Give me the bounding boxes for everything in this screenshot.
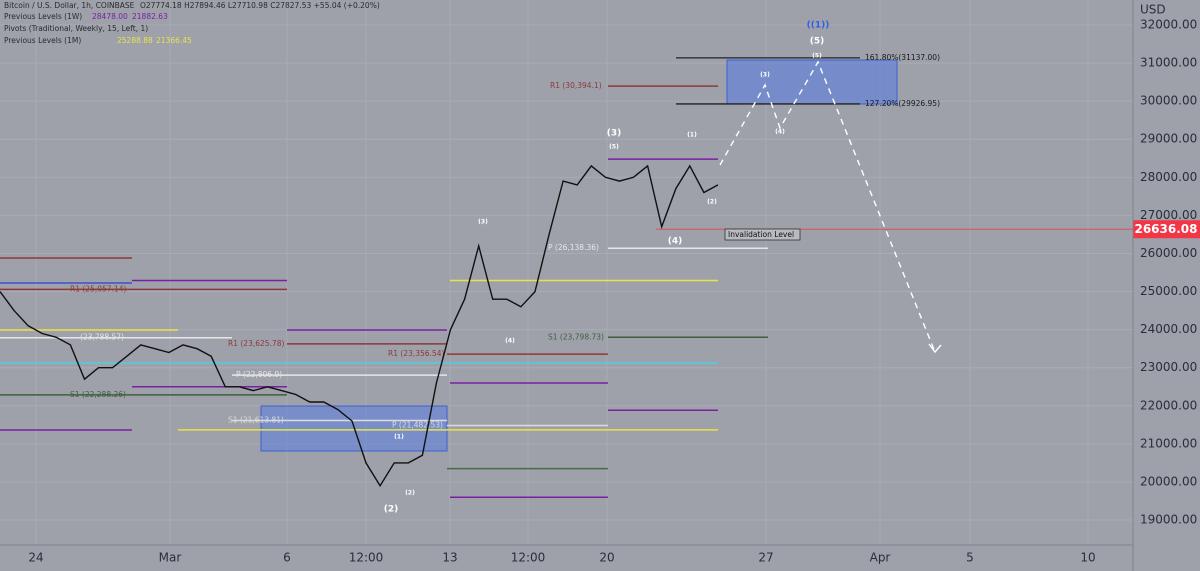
- y-tick-label: 29000.00: [1140, 132, 1197, 146]
- x-tick-label: 5: [966, 551, 974, 565]
- wave-label: (5): [609, 144, 619, 151]
- x-tick-label: 6: [283, 551, 291, 565]
- wave-label: (1): [687, 132, 697, 139]
- indicator: Previous Levels (1M): [4, 36, 81, 45]
- indicator-value: 25288.88: [117, 36, 153, 45]
- level-label: S1 (23,798.73): [548, 332, 604, 341]
- levels: R1 (25,057.14) (23,788.57) S1 (22,288.26) R…: [0, 53, 1200, 498]
- level-label: S1 (22,288.26): [70, 390, 126, 399]
- wave-label: (3): [478, 219, 488, 226]
- x-tick-label: Apr: [870, 551, 891, 565]
- ohlc: O27774.18 H27894.46 L27710.98 C27827.53 …: [140, 1, 380, 10]
- price-line: [0, 164, 719, 488]
- level-label: (23,788.57): [80, 333, 124, 342]
- x-tick-label: 24: [28, 551, 43, 565]
- indicator-value: 21366.45: [156, 36, 192, 45]
- y-tick-label: 30000.00: [1140, 94, 1197, 108]
- level-label: 127.20%(29926.95): [865, 99, 940, 108]
- level-label: 161.80%(31137.00): [865, 53, 940, 62]
- last-price-label: 26636.08: [1134, 222, 1197, 236]
- wave-label: ((1)): [807, 21, 830, 31]
- wave-label: (2): [707, 199, 717, 206]
- indicator-value: 21882.63: [132, 12, 168, 21]
- wave-label: (4): [668, 237, 683, 247]
- level-label: P (26,138.36): [548, 243, 599, 252]
- level-label: S1 (21,613.81): [228, 416, 284, 425]
- grid: [0, 0, 1133, 545]
- wave-label: (5): [810, 37, 825, 47]
- wave-label: (1): [394, 434, 404, 441]
- x-tick-label: Mar: [159, 551, 182, 565]
- axis-unit: USD: [1140, 3, 1166, 17]
- y-tick-label: 24000.00: [1140, 322, 1197, 336]
- y-tick-label: 26000.00: [1140, 246, 1197, 260]
- y-tick-label: 27000.00: [1140, 208, 1197, 222]
- wave-label: (5): [812, 53, 822, 60]
- target-box: [726, 59, 898, 105]
- wave-label: (2): [405, 490, 415, 497]
- y-tick-label: 19000.00: [1140, 513, 1197, 527]
- wave-label: (4): [505, 338, 515, 345]
- wave-label: (4): [775, 129, 785, 136]
- level-label: R1 (30,394.1): [550, 81, 602, 90]
- level-label: R1 (23,625.78): [228, 339, 284, 348]
- x-tick-label: 20: [599, 551, 614, 565]
- wave-label: (2): [384, 505, 399, 515]
- indicator-value: 28478.00: [92, 12, 128, 21]
- y-tick-label: 23000.00: [1140, 360, 1197, 374]
- indicator: Pivots (Traditional, Weekly, 15, Left, 1…: [4, 24, 148, 33]
- projection-path: [719, 60, 936, 353]
- level-label: R1 (23,356.54): [388, 349, 444, 358]
- y-tick-label: 32000.00: [1140, 17, 1197, 31]
- level-label: P (22,806.9): [236, 370, 282, 379]
- y-tick-label: 28000.00: [1140, 170, 1197, 184]
- invalidation-label: Invalidation Level: [728, 230, 794, 239]
- plot: ((1)) (5) (3) (5) (1) (2) (4) (3) (4) (5) (3) (4) (1…: [0, 21, 829, 515]
- wave-label: (3): [607, 129, 622, 139]
- y-tick-label: 20000.00: [1140, 474, 1197, 488]
- x-tick-label: 10: [1080, 551, 1095, 565]
- arrow-head: [928, 343, 942, 354]
- level-label: R1 (25,057.14): [70, 284, 126, 293]
- level-label: P (21,482.53): [392, 421, 443, 430]
- y-tick-label: 21000.00: [1140, 436, 1197, 450]
- y-tick-label: 25000.00: [1140, 284, 1197, 298]
- x-tick-label: 27: [758, 551, 773, 565]
- wave-label: (3): [760, 72, 770, 79]
- last-price-tag: [1133, 220, 1200, 239]
- invalidation-box: [724, 228, 801, 241]
- y-tick-label: 22000.00: [1140, 398, 1197, 412]
- x-tick-label: 12:00: [349, 551, 384, 565]
- x-tick-label: 13: [442, 551, 457, 565]
- y-tick-label: 31000.00: [1140, 56, 1197, 70]
- symbol-title: Bitcoin / U.S. Dollar, 1h, COINBASE: [4, 1, 135, 10]
- x-tick-label: 12:00: [511, 551, 546, 565]
- indicator: Previous Levels (1W): [4, 12, 82, 21]
